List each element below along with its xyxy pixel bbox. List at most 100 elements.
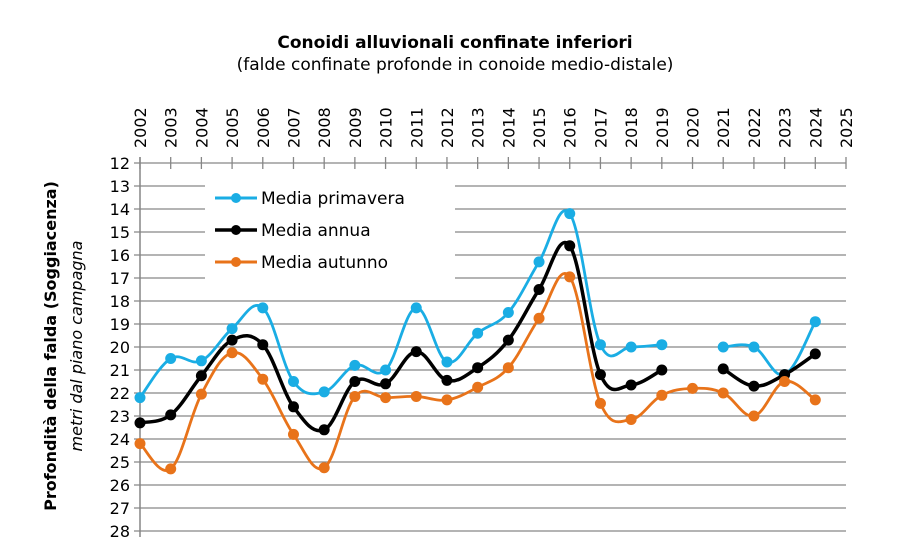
data-point (564, 208, 576, 220)
data-point (410, 346, 422, 358)
y-axis-label: Profondità della falda (Soggiacenza) (41, 181, 60, 511)
legend-marker-annua (231, 225, 241, 235)
x-tick-label: 2025 (837, 107, 856, 148)
data-point (318, 462, 330, 474)
data-point (625, 341, 637, 353)
data-point (226, 334, 238, 346)
legend-marker-primavera (231, 193, 241, 203)
data-point (441, 356, 453, 368)
y-tick-labels: 12 13 14 15 16 17 18 19 20 21 22 23 24 25 26 27 28 (110, 154, 130, 541)
x-tick-label: 2019 (653, 107, 672, 148)
data-point (257, 302, 269, 314)
data-point (318, 424, 330, 436)
data-point (349, 376, 361, 387)
x-tick-label: 2021 (714, 107, 733, 148)
data-point (594, 369, 606, 381)
data-point (287, 428, 299, 440)
data-point (380, 378, 392, 390)
data-point (748, 380, 760, 392)
x-tick-label: 2005 (223, 107, 242, 148)
x-tick-label: 2015 (530, 107, 549, 148)
data-point (809, 348, 821, 360)
legend-label-autunno: Media autunno (261, 253, 388, 273)
data-point (779, 376, 791, 387)
data-point (533, 312, 545, 324)
y-tick-label: 17 (110, 269, 130, 288)
chart-title: Conoidi alluvionali confinate inferiori (277, 33, 632, 53)
data-point (564, 271, 576, 283)
y-tick-label: 14 (110, 200, 130, 219)
data-point (257, 339, 269, 351)
data-point (165, 463, 177, 475)
x-tick-label: 2013 (469, 107, 488, 148)
data-point (533, 256, 545, 268)
y-tick-label: 15 (110, 223, 130, 242)
series-media-annua (134, 240, 821, 436)
data-point (165, 409, 177, 421)
data-point (380, 364, 392, 376)
legend-marker-autunno (231, 257, 241, 267)
x-tick-label: 2024 (806, 107, 825, 148)
data-point (502, 334, 514, 346)
data-point (410, 390, 422, 402)
data-point (502, 362, 514, 374)
y-tick-label: 24 (110, 430, 130, 449)
y-tick-label: 16 (110, 246, 130, 265)
data-point (564, 240, 576, 252)
data-point (165, 353, 177, 364)
data-point (625, 413, 637, 425)
x-tick-label: 2022 (745, 107, 764, 148)
data-point (656, 339, 668, 351)
series-line (723, 320, 817, 377)
data-point (380, 392, 392, 404)
chart-subtitle: (falde confinate profonde in conoide med… (237, 55, 674, 75)
data-point (687, 382, 699, 394)
data-point (717, 363, 729, 375)
y-axis-sublabel: metri dal piano campagna (67, 241, 86, 452)
x-tick-label: 2006 (254, 107, 273, 148)
data-point (195, 355, 207, 367)
y-tick-label: 26 (110, 476, 130, 495)
legend-label-primavera: Media primavera (261, 189, 405, 209)
data-point (594, 339, 606, 351)
data-point (472, 381, 484, 393)
data-point (195, 388, 207, 400)
y-tick-label: 28 (110, 522, 130, 541)
data-point (318, 386, 330, 398)
data-point (809, 394, 821, 406)
x-tick-label: 2014 (499, 107, 518, 148)
legend: Media primavera Media annua Media autunn… (205, 180, 455, 285)
data-point (257, 373, 269, 385)
data-point (195, 370, 207, 382)
y-tick-label: 20 (110, 338, 130, 357)
x-tick-label: 2004 (192, 107, 211, 148)
x-tick-label: 2002 (131, 107, 150, 148)
legend-item-annua: Media annua (215, 221, 371, 241)
x-tick-label: 2010 (377, 107, 396, 148)
data-point (287, 401, 299, 413)
data-point (441, 394, 453, 406)
data-point (472, 327, 484, 339)
y-tick-label: 21 (110, 361, 130, 380)
data-point (533, 284, 545, 295)
legend-label-annua: Media annua (261, 221, 371, 241)
data-point (717, 387, 729, 399)
y-tick-label: 23 (110, 407, 130, 426)
y-tick-label: 12 (110, 154, 130, 173)
data-point (748, 410, 760, 422)
data-point (226, 323, 238, 335)
data-point (226, 347, 238, 359)
data-point (656, 364, 668, 376)
series-media-autunno (134, 271, 821, 475)
data-point (134, 392, 146, 404)
x-tick-label: 2008 (315, 107, 334, 148)
data-point (134, 438, 146, 450)
x-tick-label: 2011 (407, 107, 426, 148)
data-point (349, 390, 361, 402)
y-tick-label: 27 (110, 499, 130, 518)
x-tick-label: 2016 (561, 107, 580, 148)
x-tick-label: 2012 (438, 107, 457, 148)
data-point (809, 316, 821, 328)
x-tick-label: 2003 (162, 107, 181, 148)
